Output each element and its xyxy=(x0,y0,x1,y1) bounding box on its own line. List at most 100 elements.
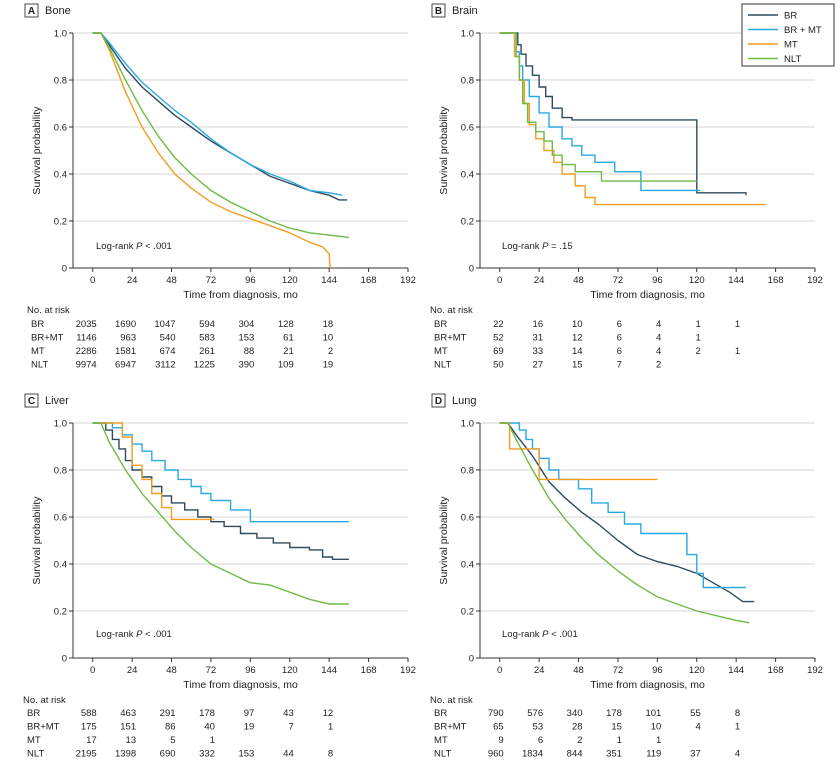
logrank-value: < .001 xyxy=(548,629,577,640)
x-tick-label: 168 xyxy=(361,275,377,286)
risk-cell: 151 xyxy=(120,722,136,733)
y-tick-label: 1.0 xyxy=(461,29,474,40)
risk-cell: 6 xyxy=(617,319,622,330)
risk-cell: 2286 xyxy=(76,346,97,357)
x-axis-label: Time from diagnosis, mo xyxy=(183,289,298,301)
y-tick-label: 0.6 xyxy=(54,123,67,134)
risk-table-header: No. at risk xyxy=(27,305,70,316)
risk-cell: 2 xyxy=(577,735,582,746)
risk-cell: 9974 xyxy=(76,360,97,371)
x-tick-label: 72 xyxy=(206,665,217,676)
curve-nlt xyxy=(499,422,750,624)
risk-cell: 15 xyxy=(611,722,622,733)
y-tick-label: 0.2 xyxy=(461,607,474,618)
risk-cell: 1 xyxy=(617,735,622,746)
panel-letter: B xyxy=(435,6,442,17)
logrank-p: P xyxy=(542,629,549,640)
risk-row-label: NLT xyxy=(434,749,451,760)
y-axis-label: Survival probability xyxy=(31,106,43,195)
x-axis-label: Time from diagnosis, mo xyxy=(590,679,705,691)
curve-nlt xyxy=(92,422,349,605)
y-tick-label: 1.0 xyxy=(54,419,67,430)
panel-title: Liver xyxy=(45,395,69,407)
x-tick-label: 96 xyxy=(245,275,256,286)
risk-row-label: BR xyxy=(434,319,447,330)
legend: BR BR + MT MT NLT xyxy=(741,3,835,67)
curve-br-mt xyxy=(499,422,746,589)
x-tick-label: 0 xyxy=(497,665,502,676)
risk-cell: 4 xyxy=(735,749,740,760)
risk-cell: 12 xyxy=(323,708,334,719)
risk-cell: 2 xyxy=(695,346,700,357)
risk-cell: 960 xyxy=(488,749,504,760)
x-tick-label: 144 xyxy=(321,665,337,676)
risk-cell: 153 xyxy=(238,749,254,760)
curve-br-mt xyxy=(92,32,343,196)
risk-cell: 13 xyxy=(126,735,137,746)
x-tick-label: 0 xyxy=(497,275,502,286)
risk-cell: 1834 xyxy=(522,749,543,760)
risk-cell: 790 xyxy=(488,708,504,719)
panel-letter: A xyxy=(28,6,35,17)
panel-title: Lung xyxy=(452,395,476,407)
x-tick-label: 0 xyxy=(90,665,95,676)
risk-cell: 540 xyxy=(160,333,176,344)
panel-letter: C xyxy=(28,396,35,407)
risk-cell: 14 xyxy=(572,346,583,357)
panel-title: Bone xyxy=(45,5,71,17)
risk-cell: 3112 xyxy=(155,360,175,371)
risk-row-label: MT xyxy=(434,735,448,746)
y-tick-label: 0.4 xyxy=(461,170,474,181)
x-tick-label: 144 xyxy=(728,275,744,286)
risk-cell: 261 xyxy=(199,346,215,357)
logrank-annotation: Log-rank P < .001 xyxy=(96,241,172,252)
risk-cell: 7 xyxy=(617,360,622,371)
risk-cell: 1 xyxy=(328,722,333,733)
risk-cell: 8 xyxy=(328,749,333,760)
y-tick-label: 0.8 xyxy=(461,466,474,477)
x-tick-label: 48 xyxy=(166,275,177,286)
curve-mt xyxy=(499,422,658,481)
risk-cell: 351 xyxy=(606,749,622,760)
risk-table-header: No. at risk xyxy=(430,305,473,316)
curve-nlt xyxy=(92,32,349,239)
risk-cell: 1 xyxy=(695,333,700,344)
y-tick-label: 1.0 xyxy=(54,29,67,40)
risk-cell: 65 xyxy=(493,722,504,733)
x-axis-label: Time from diagnosis, mo xyxy=(183,679,298,691)
risk-cell: 1 xyxy=(695,319,700,330)
x-tick-label: 192 xyxy=(400,665,416,676)
risk-cell: 1 xyxy=(735,722,740,733)
x-tick-label: 192 xyxy=(807,665,823,676)
risk-cell: 1690 xyxy=(115,319,136,330)
risk-cell: 690 xyxy=(160,749,176,760)
y-tick-label: 0.4 xyxy=(54,170,67,181)
x-tick-label: 48 xyxy=(573,275,584,286)
y-tick-label: 0.8 xyxy=(54,466,67,477)
risk-cell: 128 xyxy=(278,319,294,330)
risk-row-label: BR+MT xyxy=(434,722,467,733)
risk-cell: 15 xyxy=(572,360,583,371)
risk-cell: 963 xyxy=(120,333,136,344)
x-tick-label: 144 xyxy=(321,275,337,286)
x-tick-label: 48 xyxy=(573,665,584,676)
logrank-prefix: Log-rank xyxy=(502,629,542,640)
x-tick-label: 72 xyxy=(613,665,624,676)
logrank-prefix: Log-rank xyxy=(96,241,136,252)
risk-cell: 97 xyxy=(244,708,255,719)
logrank-prefix: Log-rank xyxy=(96,629,136,640)
y-axis-label: Survival probability xyxy=(438,496,450,585)
risk-row-label: BR xyxy=(434,708,447,719)
curve-br xyxy=(499,32,747,196)
risk-cell: 594 xyxy=(199,319,215,330)
risk-cell: 10 xyxy=(572,319,583,330)
x-tick-label: 96 xyxy=(245,665,256,676)
x-tick-label: 24 xyxy=(534,275,545,286)
logrank-p: P xyxy=(136,241,143,252)
risk-cell: 576 xyxy=(527,708,543,719)
logrank-annotation: Log-rank P = .15 xyxy=(502,241,573,252)
risk-cell: 16 xyxy=(533,319,544,330)
risk-cell: 4 xyxy=(695,722,700,733)
risk-cell: 86 xyxy=(165,722,176,733)
